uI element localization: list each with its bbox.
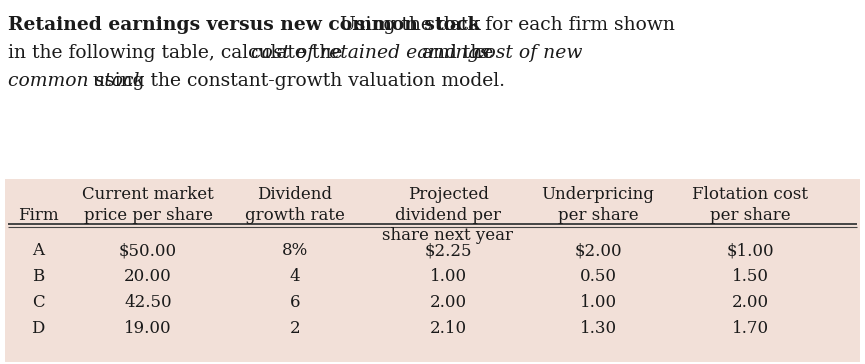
Text: common stock: common stock xyxy=(8,72,144,90)
Text: 19.00: 19.00 xyxy=(125,320,172,337)
Text: 20.00: 20.00 xyxy=(124,268,172,285)
Text: and the: and the xyxy=(416,44,500,62)
Text: 2.10: 2.10 xyxy=(429,320,466,337)
Text: 2.00: 2.00 xyxy=(732,294,769,311)
Text: 4: 4 xyxy=(290,268,300,285)
Text: $1.00: $1.00 xyxy=(727,242,774,259)
Text: C: C xyxy=(32,294,44,311)
Text: $50.00: $50.00 xyxy=(119,242,177,259)
Text: B: B xyxy=(32,268,44,285)
Text: Dividend: Dividend xyxy=(258,186,332,203)
Text: 0.50: 0.50 xyxy=(580,268,617,285)
Text: price per share: price per share xyxy=(84,207,213,224)
Text: 1.30: 1.30 xyxy=(580,320,617,337)
Text: 2: 2 xyxy=(290,320,300,337)
Text: cost of retained earnings: cost of retained earnings xyxy=(251,44,490,62)
Text: per share: per share xyxy=(558,207,638,224)
Text: using the constant-growth valuation model.: using the constant-growth valuation mode… xyxy=(87,72,505,90)
Text: Current market: Current market xyxy=(82,186,214,203)
Text: 1.50: 1.50 xyxy=(732,268,768,285)
Text: Firm: Firm xyxy=(17,207,58,224)
Text: 6: 6 xyxy=(290,294,300,311)
Text: growth rate: growth rate xyxy=(245,207,345,224)
Text: per share: per share xyxy=(709,207,791,224)
Text: 2.00: 2.00 xyxy=(429,294,466,311)
Text: cost of new: cost of new xyxy=(474,44,582,62)
Text: Using the data for each firm shown: Using the data for each firm shown xyxy=(340,16,675,34)
Text: D: D xyxy=(31,320,45,337)
Text: $2.25: $2.25 xyxy=(424,242,471,259)
Text: Underpricing: Underpricing xyxy=(541,186,655,203)
Text: A: A xyxy=(32,242,44,259)
Text: 8%: 8% xyxy=(282,242,308,259)
FancyBboxPatch shape xyxy=(5,179,860,362)
Text: Flotation cost: Flotation cost xyxy=(692,186,808,203)
Text: in the following table, calculate the: in the following table, calculate the xyxy=(8,44,349,62)
Text: 1.70: 1.70 xyxy=(732,320,769,337)
Text: $2.00: $2.00 xyxy=(574,242,622,259)
Text: 1.00: 1.00 xyxy=(429,268,466,285)
Text: Projected: Projected xyxy=(407,186,489,203)
Text: 42.50: 42.50 xyxy=(125,294,172,311)
Text: Retained earnings versus new common stock: Retained earnings versus new common stoc… xyxy=(8,16,481,34)
Text: dividend per
share next year: dividend per share next year xyxy=(382,207,514,244)
Text: 1.00: 1.00 xyxy=(580,294,617,311)
